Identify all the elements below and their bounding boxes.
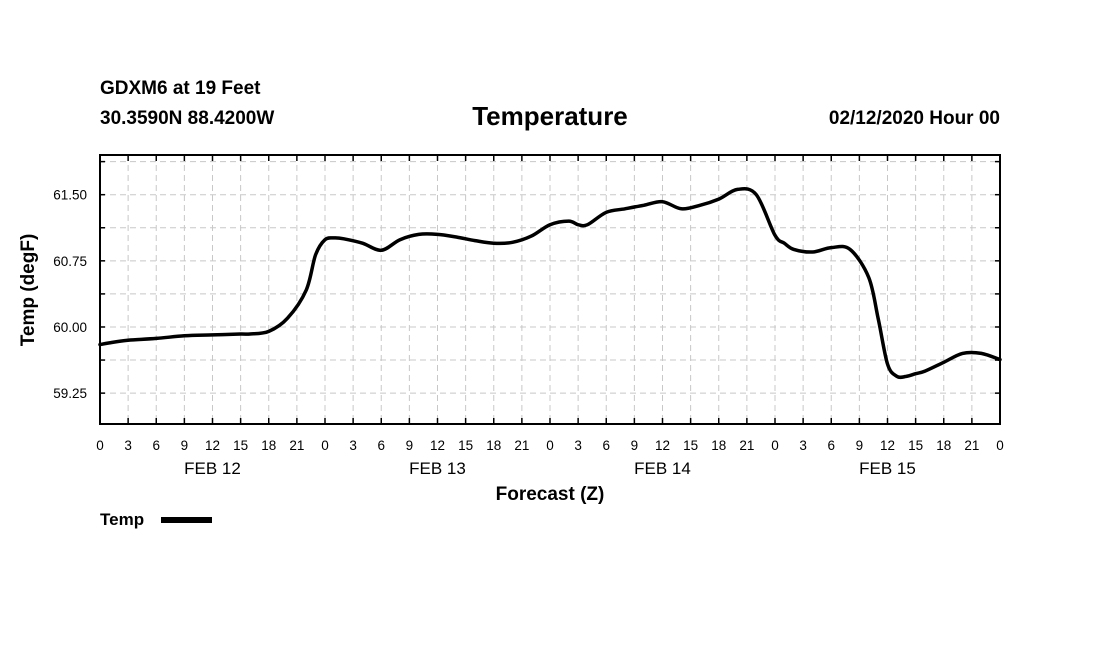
- x-tick-label: 18: [711, 438, 726, 453]
- x-tick-label: 21: [289, 438, 304, 453]
- x-tick-label: 0: [96, 438, 104, 453]
- legend-label: Temp: [100, 510, 144, 529]
- x-tick-label: 9: [406, 438, 414, 453]
- chart-title: Temperature: [472, 101, 628, 131]
- y-tick-label: 60.00: [53, 320, 87, 335]
- x-tick-label: 18: [936, 438, 951, 453]
- timestamp-label: 02/12/2020 Hour 00: [829, 108, 1000, 129]
- x-tick-label: 15: [233, 438, 248, 453]
- day-label: FEB 15: [859, 459, 916, 478]
- x-tick-label: 0: [321, 438, 329, 453]
- x-tick-label: 3: [349, 438, 357, 453]
- y-tick-label: 60.75: [53, 254, 87, 269]
- day-label: FEB 14: [634, 459, 691, 478]
- x-tick-label: 6: [377, 438, 385, 453]
- station-label: GDXM6 at 19 Feet: [100, 78, 261, 99]
- x-tick-label: 12: [205, 438, 220, 453]
- series-line-temp: [98, 186, 1002, 380]
- y-tick-label: 61.50: [53, 188, 87, 203]
- grid: [100, 155, 1000, 424]
- x-tick-label: 0: [996, 438, 1004, 453]
- legend-swatch: [161, 517, 212, 523]
- x-tick-label: 9: [181, 438, 189, 453]
- x-tick-label: 3: [124, 438, 132, 453]
- x-tick-label: 12: [655, 438, 670, 453]
- x-tick-label: 0: [546, 438, 554, 453]
- x-tick-label: 21: [964, 438, 979, 453]
- x-tick-label: 6: [152, 438, 160, 453]
- x-tick-label: 9: [631, 438, 639, 453]
- x-tick-label: 3: [574, 438, 582, 453]
- location-label: 30.3590N 88.4200W: [100, 108, 274, 129]
- x-tick-label: 18: [486, 438, 501, 453]
- x-tick-label: 15: [458, 438, 473, 453]
- axis-ticks: 0 3 6 9 12 15 18 21 0 3 6 9 12 15 18 21 0 3 6 9 12 15 18 21 0 3 6 9…: [53, 155, 1004, 478]
- x-axis-label: Forecast (Z): [496, 484, 605, 505]
- x-tick-label: 3: [799, 438, 807, 453]
- x-tick-label: 15: [683, 438, 698, 453]
- day-label: FEB 12: [184, 459, 241, 478]
- y-tick-label: 59.25: [53, 386, 87, 401]
- x-tick-label: 12: [880, 438, 895, 453]
- day-label: FEB 13: [409, 459, 466, 478]
- x-tick-label: 18: [261, 438, 276, 453]
- x-tick-label: 6: [602, 438, 610, 453]
- x-tick-label: 9: [856, 438, 864, 453]
- x-tick-label: 15: [908, 438, 923, 453]
- x-tick-label: 21: [514, 438, 529, 453]
- y-axis-label: Temp (degF): [18, 234, 39, 347]
- x-tick-label: 6: [827, 438, 835, 453]
- x-tick-label: 12: [430, 438, 445, 453]
- x-tick-label: 21: [739, 438, 754, 453]
- x-tick-label: 0: [771, 438, 779, 453]
